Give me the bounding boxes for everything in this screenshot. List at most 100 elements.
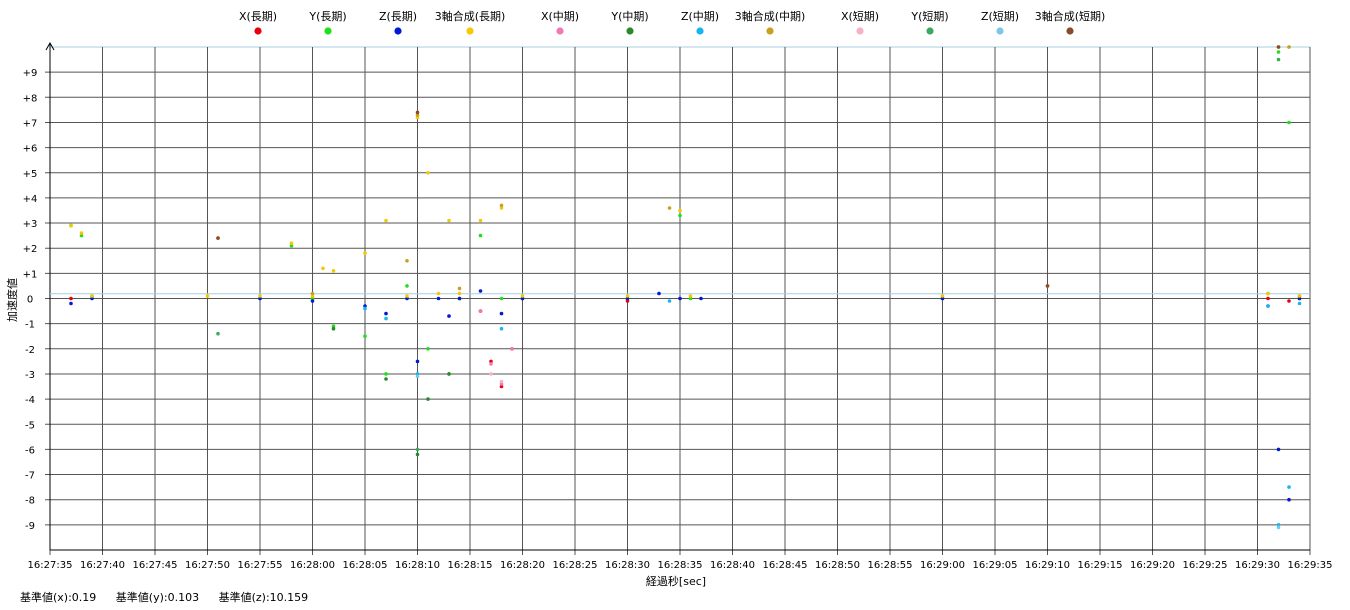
x-tick-label: 16:29:00: [920, 560, 965, 571]
data-point: [310, 296, 315, 301]
data-point: [499, 384, 504, 389]
data-point: [499, 206, 504, 210]
legend-marker: [926, 27, 934, 35]
data-point: [499, 326, 504, 331]
x-tick-label: 16:27:50: [185, 560, 230, 571]
data-point: [426, 397, 430, 401]
x-tick-label: 16:28:35: [658, 560, 703, 571]
x-tick-label: 16:29:25: [1183, 560, 1228, 571]
data-point: [1297, 301, 1302, 306]
data-point: [625, 299, 630, 303]
data-point: [489, 372, 493, 376]
y-tick-label: +8: [23, 93, 38, 104]
data-point: [478, 233, 483, 238]
data-point: [79, 233, 84, 238]
data-point: [258, 296, 262, 301]
data-point: [688, 294, 693, 298]
legend-label: Z(中期): [681, 10, 719, 23]
data-point: [688, 296, 693, 301]
legend-marker: [1066, 27, 1074, 35]
legend-label: 3軸合成(中期): [735, 9, 806, 23]
y-tick-label: +2: [23, 244, 38, 255]
data-point: [457, 291, 462, 296]
legend-label: Y(長期): [308, 10, 346, 23]
data-point: [510, 347, 514, 351]
data-point: [499, 379, 504, 384]
legend-marker: [856, 27, 864, 35]
data-point: [363, 306, 367, 311]
y-tick-label: +3: [23, 219, 38, 230]
data-point: [310, 299, 315, 303]
footer: 基準値(x):0.19 基準値(y):0.103 基準値(z):10.159: [20, 589, 324, 605]
data-point: [625, 296, 630, 301]
data-point: [1287, 120, 1291, 125]
y-axis-title: 加速度値: [5, 278, 19, 322]
data-point: [321, 266, 325, 271]
data-point: [289, 243, 294, 248]
legend-marker: [254, 27, 262, 35]
base-value-x: 基準値(x):0.19: [20, 591, 97, 604]
data-point: [363, 251, 367, 255]
data-point: [1276, 523, 1281, 527]
legend-label: X(長期): [239, 10, 277, 23]
data-point: [699, 296, 703, 301]
data-point: [1297, 294, 1302, 298]
data-points: [69, 45, 1302, 530]
legend-marker: [626, 27, 634, 35]
data-point: [1266, 304, 1270, 308]
data-point: [310, 294, 315, 298]
data-point: [405, 296, 409, 301]
x-tick-label: 16:28:15: [448, 560, 493, 571]
legend-label: 3軸合成(長期): [435, 9, 506, 23]
data-point: [436, 296, 441, 301]
y-tick-label: -7: [25, 471, 35, 482]
data-point: [69, 223, 73, 228]
x-tick-label: 16:28:45: [763, 560, 808, 571]
data-point: [940, 296, 945, 301]
x-tick-label: 16:27:45: [133, 560, 178, 571]
y-tick-label: +5: [23, 169, 38, 180]
data-point: [258, 294, 262, 298]
data-point: [499, 382, 504, 386]
legend-marker: [696, 27, 704, 35]
x-tick-label: 16:29:10: [1025, 560, 1070, 571]
y-tick-label: -8: [25, 496, 35, 507]
x-tick-label: 16:28:50: [815, 560, 860, 571]
legend-marker: [324, 27, 332, 35]
data-point: [478, 309, 483, 313]
data-point: [405, 259, 409, 263]
data-point: [384, 377, 388, 381]
data-point: [678, 208, 682, 213]
grid: [45, 41, 1311, 555]
data-point: [331, 324, 336, 329]
data-point: [1276, 525, 1281, 530]
data-point: [678, 213, 682, 218]
data-point: [384, 316, 388, 321]
x-tick-label: 16:28:20: [500, 560, 545, 571]
data-point: [1266, 291, 1270, 296]
data-point: [90, 294, 94, 298]
data-point: [415, 447, 420, 452]
data-point: [657, 291, 661, 296]
base-value-y: 基準値(y):0.103: [115, 591, 200, 604]
x-tick-label: 16:28:00: [290, 560, 335, 571]
data-point: [90, 296, 94, 301]
data-point: [489, 359, 493, 364]
legend-marker: [766, 27, 774, 35]
data-point: [499, 296, 504, 301]
data-point: [363, 304, 367, 308]
data-point: [289, 241, 294, 245]
data-point: [1287, 299, 1291, 303]
y-tick-label: -3: [25, 370, 35, 381]
data-point: [415, 110, 420, 115]
legend-label: X(中期): [541, 10, 579, 23]
x-tick-label: 16:28:40: [710, 560, 755, 571]
data-point: [520, 296, 525, 301]
legend-marker: [556, 27, 564, 35]
data-point: [69, 301, 73, 306]
x-tick-label: 16:28:30: [605, 560, 650, 571]
data-point: [415, 372, 420, 376]
data-point: [1287, 497, 1291, 502]
legend-label: X(短期): [841, 9, 879, 23]
